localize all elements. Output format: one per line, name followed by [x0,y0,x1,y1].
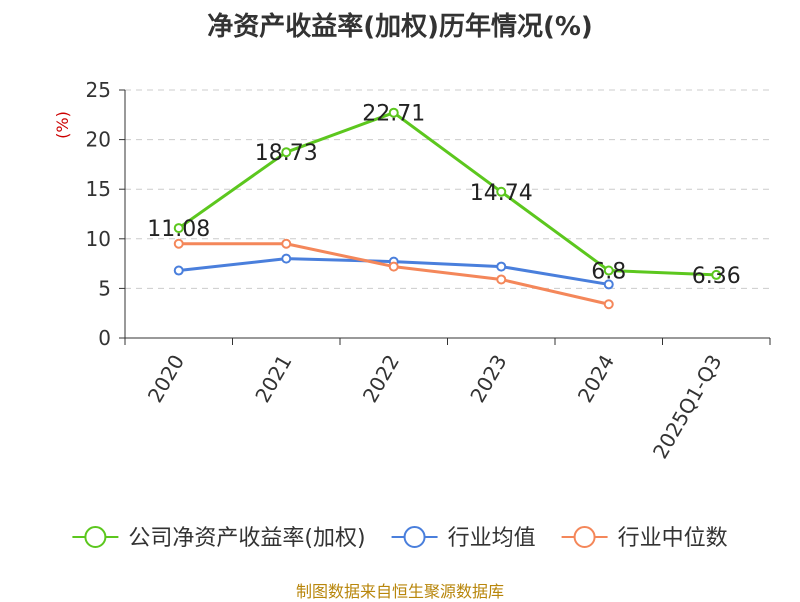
y-tick-label: 0 [98,326,111,350]
data-point [388,107,399,118]
data-point [496,261,507,272]
x-tick-label: 2023 [465,351,511,407]
chart-title: 净资产收益率(加权)历年情况(%) [207,12,593,42]
data-point [496,186,507,197]
data-point [173,265,184,276]
y-tick-label: 20 [86,128,111,152]
data-label: 14.74 [470,181,533,206]
legend-label: 行业均值 [448,526,536,551]
data-point [173,238,184,249]
data-point [388,261,399,272]
y-tick-label: 15 [86,177,111,201]
data-label: 22.71 [362,102,425,127]
x-tick-label: 2024 [573,351,619,407]
y-tick-label: 10 [86,227,111,251]
legend-icon-marker [84,526,107,548]
legend-label: 公司净资产收益率(加权) [128,526,365,551]
data-label: 6.8 [591,260,626,285]
legend: 公司净资产收益率(加权) 行业均值 行业中位数 [72,526,728,551]
data-labels: 11.08 18.73 22.71 14.74 6.8 6.36 [147,102,740,289]
data-label: 18.73 [255,141,318,166]
x-tick-label: 2020 [143,351,189,407]
x-tick-label: 2022 [358,351,404,407]
source-note: 制图数据来自恒生聚源数据库 [295,582,504,601]
grid-lines [125,89,770,289]
series-line-0 [177,111,717,277]
data-point [603,299,614,310]
data-point [281,147,292,158]
axes: 0 5 10 15 20 25 (%) 2020 2021 2022 2023 2024 2025Q1-… [53,78,771,463]
data-label: 6.36 [692,264,741,289]
data-point [281,253,292,264]
legend-icon-marker [403,526,426,548]
legend-label: 行业中位数 [618,526,728,551]
data-point [603,279,614,290]
x-tick-label: 2021 [250,351,296,407]
data-point [281,238,292,249]
x-tick-label: 2025Q1-Q3 [648,351,727,463]
legend-icon-marker [573,526,596,548]
series-lines [173,107,722,310]
data-label: 11.08 [147,217,210,242]
y-axis-unit-label: (%) [53,111,72,139]
data-point [173,223,184,234]
data-point [603,265,614,276]
y-tick-label: 25 [86,78,111,102]
data-point [711,269,722,280]
y-tick-label: 5 [98,276,111,300]
data-point [496,274,507,285]
